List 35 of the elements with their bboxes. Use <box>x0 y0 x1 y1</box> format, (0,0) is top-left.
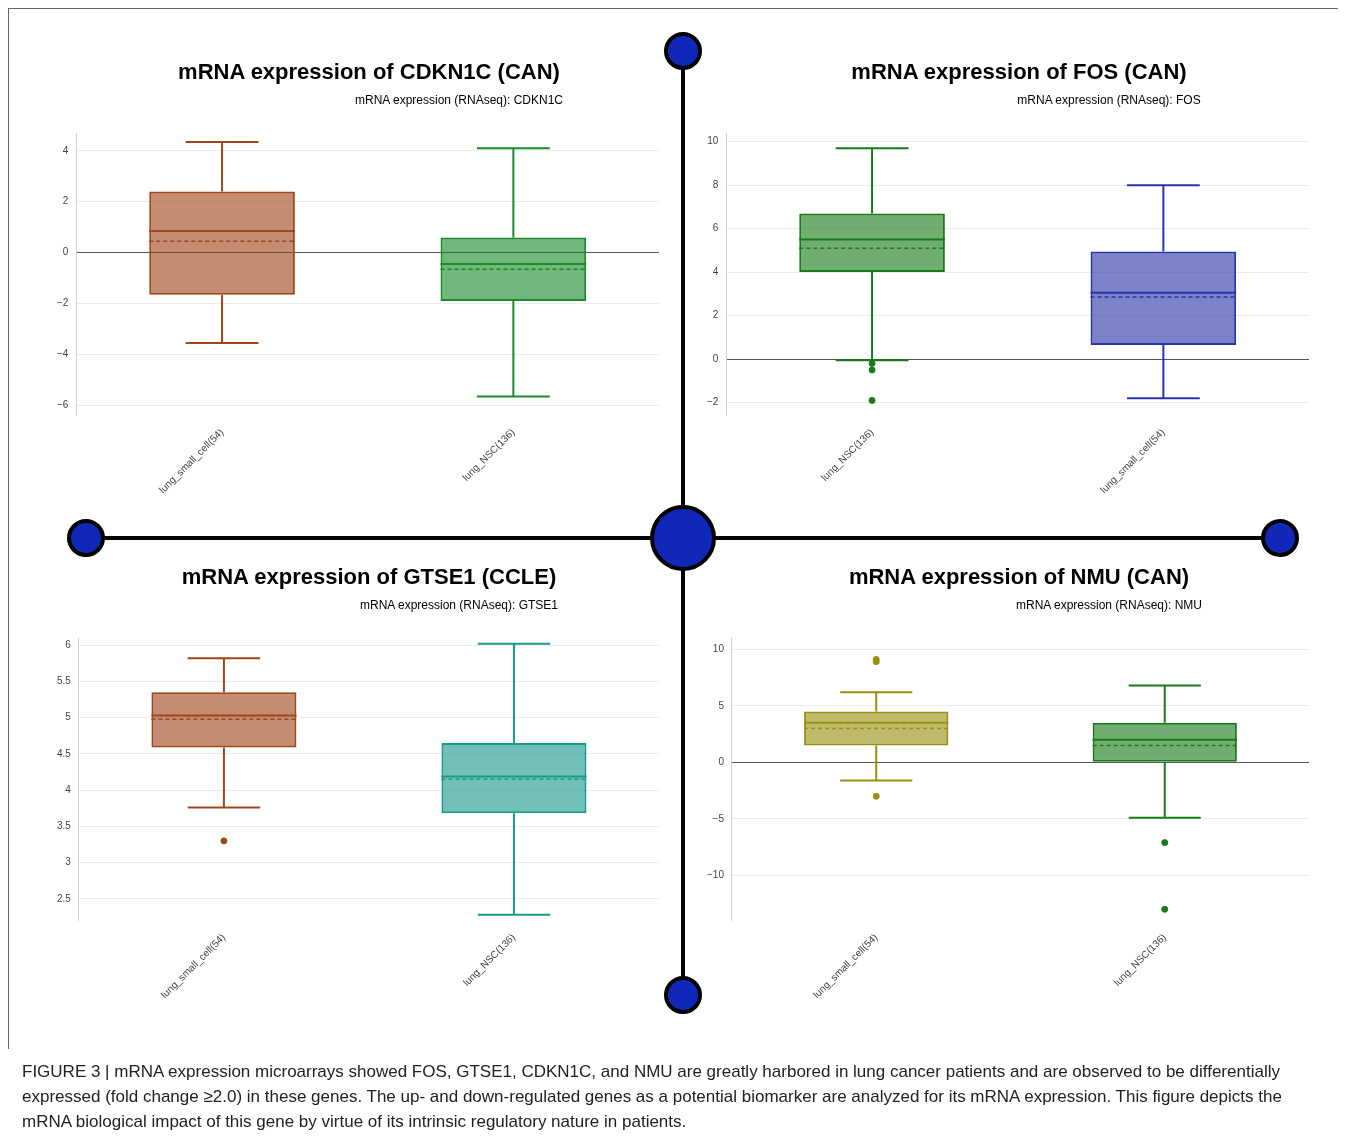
y-tick-label: 0 <box>718 756 725 768</box>
y-tick-label: 6 <box>65 639 72 650</box>
y-tick-label: 5.5 <box>57 675 72 687</box>
chart-subtitle: mRNA expression (RNAseq): FOS <box>1016 93 1202 109</box>
y-tick-label: −10 <box>706 869 725 881</box>
y-tick-label: −2 <box>707 396 719 408</box>
y-tick-label: 4 <box>62 144 69 156</box>
chart-title: mRNA expression of NMU (CAN) <box>847 564 1191 591</box>
y-tick-label: 4 <box>712 265 719 277</box>
y-tick-label: −2 <box>57 297 69 309</box>
y-tick-label: 2 <box>62 195 69 207</box>
y-tick-label: 8 <box>712 178 719 190</box>
y-tick-label: 4.5 <box>57 747 72 759</box>
y-tick-label: −5 <box>712 812 725 824</box>
y-tick-label: 4 <box>65 783 72 795</box>
y-tick-label: −6 <box>57 399 69 411</box>
y-tick-label: 10 <box>712 643 725 655</box>
chart-title: mRNA expression of CDKN1C (CAN) <box>177 59 561 86</box>
y-tick-label: 10 <box>707 135 719 147</box>
y-tick-label: 3.5 <box>57 820 72 832</box>
y-tick-label: 6 <box>712 222 719 234</box>
caption: FIGURE 3 | mRNA expression microarrays showed FOS, GTSE1, CDKN1C, and NMU are greatly harbored in lung cancer patients and are observed to be differentially expressed (fold change ≥2.0) in these genes. The up- and down-regulated genes as a potential biomarker are analyzed for its mRNA expression. This figure depicts the mRNA biological impact of this gene by virtue of its intrinsic regulatory nature in patients. <box>21 1061 1283 1133</box>
chart-subtitle: mRNA expression (RNAseq): CDKN1C <box>353 93 565 109</box>
chart-subtitle: mRNA expression (RNAseq): GTSE1 <box>358 598 560 614</box>
chart-title: mRNA expression of GTSE1 (CCLE) <box>180 564 558 591</box>
y-tick-label: 3 <box>65 856 72 868</box>
y-tick-label: 2 <box>712 309 719 321</box>
y-tick-label: 5 <box>718 699 725 711</box>
chart-subtitle: mRNA expression (RNAseq): NMU <box>1014 598 1203 614</box>
y-tick-label: 0 <box>62 246 69 258</box>
chart-title: mRNA expression of FOS (CAN) <box>850 59 1188 86</box>
y-tick-label: 2.5 <box>57 892 72 904</box>
y-tick-label: 0 <box>712 352 719 364</box>
y-tick-label: 5 <box>65 711 72 723</box>
y-tick-label: −4 <box>57 348 69 360</box>
